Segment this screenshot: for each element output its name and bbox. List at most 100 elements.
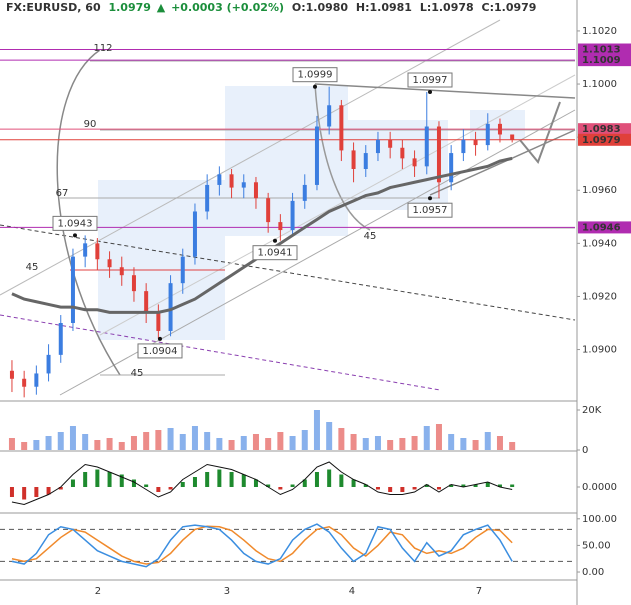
macd-hist (363, 484, 368, 487)
macd-hist (351, 479, 356, 487)
macd-hist (217, 469, 222, 487)
level-tag (578, 54, 631, 67)
annotation-box (407, 202, 453, 218)
candle-body (119, 267, 124, 276)
ohlc-low: L:1.0978 (420, 1, 474, 14)
last: 1.0979 (108, 1, 150, 14)
candle-body (46, 354, 51, 374)
volume-bar (289, 436, 296, 450)
annotation-box (407, 72, 453, 88)
volume-bar (155, 430, 162, 450)
y-tick-label: 1.0960 (582, 185, 617, 196)
macd-hist (131, 479, 136, 487)
pivot-dot (73, 233, 77, 238)
macd-hist (302, 479, 307, 487)
y-tick-label: 1.0940 (582, 238, 617, 249)
candle-body (180, 256, 185, 284)
candle-body (473, 139, 478, 146)
volume-bar (69, 426, 76, 450)
ohlc-high: H:1.0981 (356, 1, 412, 14)
level-label: 1.0983 (582, 124, 621, 135)
candle-body (424, 126, 429, 167)
volume-bar (228, 440, 235, 450)
candle-body (107, 259, 112, 268)
volume-bar (118, 442, 125, 450)
macd-hist (95, 469, 100, 487)
volume-bar (509, 442, 516, 450)
level-tag (578, 221, 631, 234)
candle-body (168, 283, 173, 331)
volume-bar (301, 430, 308, 450)
candle-body (229, 174, 234, 188)
volume-bar (411, 436, 418, 450)
candle-body (83, 243, 88, 257)
candle-body (95, 243, 100, 260)
change: +0.0003 (+0.02%) (171, 1, 284, 14)
symbol: FX:EURUSD, 60 (6, 1, 101, 14)
x-tick-label: 2 (95, 586, 101, 597)
candle-body (144, 291, 149, 313)
macd-hist (497, 484, 502, 487)
candle-body (327, 105, 332, 127)
macd-hist (461, 484, 466, 487)
volume-bar (362, 438, 369, 450)
macd-hist (22, 487, 27, 500)
candle-body (22, 378, 27, 387)
ohlc-close: C:1.0979 (482, 1, 537, 14)
volume-bar (106, 438, 113, 450)
volume-bar (252, 434, 259, 450)
macd-hist (485, 482, 490, 487)
pivot-dot (273, 238, 277, 243)
macd-hist (412, 487, 417, 490)
candle-body (278, 222, 283, 231)
volume-bar (204, 432, 211, 450)
candle-body (510, 134, 515, 140)
volume-bar (33, 440, 40, 450)
macd-hist (424, 484, 429, 487)
volume-bar (460, 438, 467, 450)
candle-body (302, 184, 307, 201)
annotation-box (292, 67, 338, 83)
macd-hist (278, 487, 283, 490)
fan-level-label: 45 (364, 231, 377, 242)
macd-hist (46, 487, 51, 495)
level-label: 1.1013 (582, 45, 621, 56)
level-tag (578, 43, 631, 56)
volume-bar (448, 434, 455, 450)
fan-level-label: 45 (131, 368, 144, 379)
price-annotation: 1.0943 (58, 218, 93, 229)
candle-body (461, 139, 466, 154)
macd-hist (241, 474, 246, 487)
macd-hist (229, 472, 234, 487)
candle-body (241, 182, 246, 188)
volume-bar (338, 428, 345, 450)
candle-body (400, 147, 405, 159)
pivot-dot (428, 90, 432, 94)
volume-bar (484, 432, 491, 450)
candle-body (485, 123, 490, 146)
macd-hist (375, 487, 380, 490)
arrow: ▲ (157, 1, 166, 14)
panel-borders (0, 0, 578, 605)
macd-hist (473, 484, 478, 487)
annotation-box (252, 245, 298, 261)
candle-body (253, 182, 258, 199)
macd-hist (119, 474, 124, 487)
macd-hist (70, 479, 75, 487)
volume-bar (496, 436, 503, 450)
volume-bar (277, 432, 284, 450)
y-tick-label: 20K (582, 405, 602, 416)
candle-body (34, 373, 39, 387)
annotation-box (52, 215, 98, 231)
macd-hist (327, 469, 332, 487)
macd-hist (9, 487, 14, 497)
macd-hist (510, 484, 515, 487)
macd-hist (156, 487, 161, 492)
macd-hist (449, 484, 454, 487)
macd-hist (314, 472, 319, 487)
volume-bar (313, 410, 320, 450)
macd-hist (83, 472, 88, 487)
macd-hist (436, 487, 441, 490)
macd-hist (180, 482, 185, 487)
